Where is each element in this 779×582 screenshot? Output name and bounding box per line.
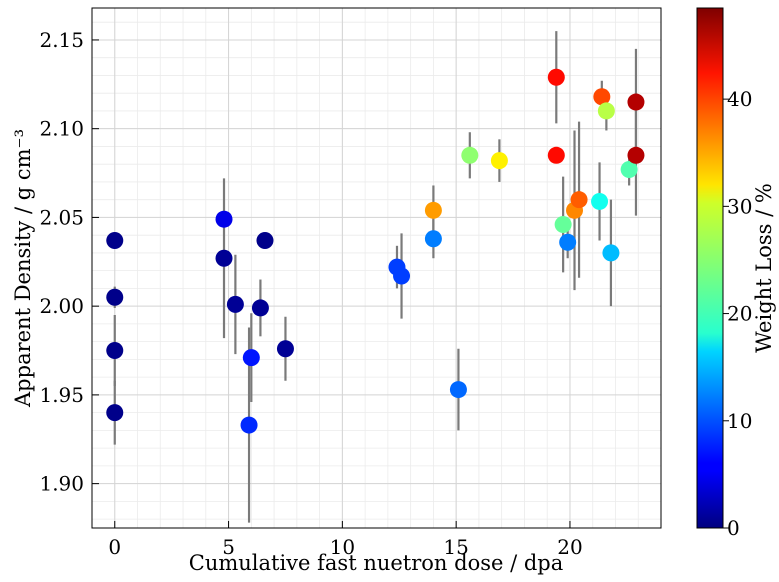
data-points	[106, 68, 645, 434]
x-tick-label: 15	[443, 535, 468, 559]
data-point	[240, 416, 258, 434]
data-point	[242, 349, 260, 367]
data-point	[424, 230, 442, 248]
data-point	[106, 231, 124, 249]
y-tick-label: 2.00	[39, 294, 84, 318]
data-point	[547, 146, 565, 164]
data-point	[461, 146, 479, 164]
colorbar-label: Weight Loss / %	[752, 183, 776, 353]
colorbar-tick-label: 20	[727, 302, 752, 326]
data-point	[490, 152, 508, 170]
colorbar-tick-label: 30	[727, 194, 752, 218]
data-point	[226, 295, 244, 313]
data-point	[559, 233, 577, 251]
data-point	[449, 381, 467, 399]
plot-frame	[91, 7, 662, 529]
y-axis-label: Apparent Density / g cm⁻³	[11, 129, 35, 408]
data-point	[554, 216, 572, 234]
colorbar-tick-label: 40	[727, 87, 752, 111]
data-point	[106, 288, 124, 306]
data-point	[627, 93, 645, 111]
x-axis-ticks: 0 5 10 15 20	[108, 521, 583, 559]
major-grid	[92, 8, 661, 528]
data-point	[424, 201, 442, 219]
x-tick-label: 20	[557, 535, 582, 559]
y-tick-label: 2.10	[39, 117, 84, 141]
x-axis-label: Cumulative fast nuetron dose / dpa	[189, 551, 564, 575]
data-point	[620, 161, 638, 179]
data-point	[593, 88, 611, 106]
data-point	[251, 299, 269, 317]
x-tick-label: 5	[222, 535, 235, 559]
y-axis-ticks: 1.90 1.95 2.00 2.05 2.10 2.15	[39, 28, 99, 496]
x-tick-label: 0	[108, 535, 121, 559]
data-point	[602, 244, 620, 262]
data-point	[215, 249, 233, 267]
colorbar-ticks: 0 10 20 30 40	[723, 87, 752, 540]
y-tick-label: 2.05	[39, 205, 84, 229]
data-point	[597, 102, 615, 120]
colorbar-tick-label: 0	[727, 516, 740, 540]
data-point	[570, 191, 588, 209]
data-point	[256, 231, 274, 249]
y-tick-label: 1.90	[39, 472, 84, 496]
colorbar-tick-label: 10	[727, 409, 752, 433]
data-point	[106, 404, 124, 422]
data-point	[627, 146, 645, 164]
plot-background	[92, 8, 661, 528]
data-point	[276, 340, 294, 358]
data-point	[393, 267, 411, 285]
data-point	[106, 342, 124, 360]
data-point	[215, 210, 233, 228]
data-point	[547, 68, 565, 86]
data-point	[591, 192, 609, 210]
y-tick-label: 2.15	[39, 28, 84, 52]
colorbar	[696, 7, 724, 529]
x-tick-label: 10	[330, 535, 355, 559]
y-tick-label: 1.95	[39, 383, 84, 407]
